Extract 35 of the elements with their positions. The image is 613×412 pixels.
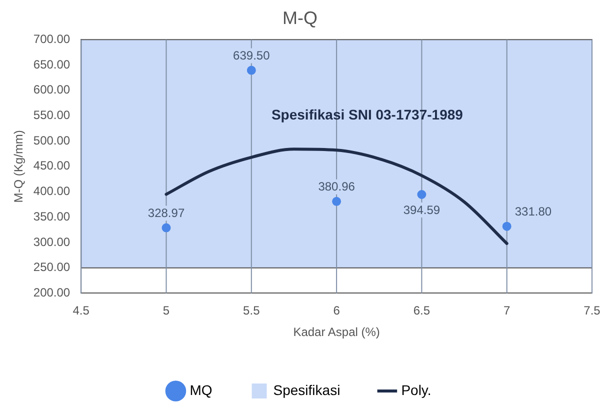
- y-tick-label: 500.00: [33, 133, 70, 148]
- y-tick-label: 600.00: [33, 82, 70, 97]
- point: [162, 223, 171, 232]
- y-tick-label: 550.00: [33, 108, 70, 122]
- legend-label: MQ: [190, 382, 212, 398]
- x-tick-label: 5.5: [243, 304, 260, 318]
- y-tick-label: 300.00: [33, 234, 70, 249]
- x-tick-label: 5: [162, 304, 170, 318]
- point: [332, 196, 342, 206]
- point: [246, 66, 256, 75]
- legend-label: Spesifikasi: [273, 382, 340, 398]
- y-tick-label: 200.00: [33, 286, 70, 300]
- point: [502, 222, 512, 231]
- data-label: 331.80: [514, 204, 552, 219]
- y-tick-label: 650.00: [33, 57, 70, 72]
- x-tick-label: 7: [504, 304, 511, 318]
- x-tick-label: 6: [333, 304, 340, 318]
- y-axis-title: M-Q (Kg/mm): [12, 130, 26, 203]
- data-label: 380.96: [318, 180, 356, 194]
- y-tick-label: 250.00: [33, 260, 70, 274]
- data-label: 394.59: [403, 202, 440, 217]
- x-tick-label: 7.5: [584, 304, 601, 318]
- x-tick-label: 6.5: [413, 304, 430, 318]
- legend-label: Poly.: [401, 382, 432, 398]
- y-tick-label: 400.00: [33, 184, 70, 198]
- x-tick-label: 4.5: [72, 304, 90, 318]
- annotation: Spesifikasi SNI 03-1737-1989: [271, 106, 464, 123]
- chart-title: M-Q: [282, 8, 318, 28]
- data-label: 639.50: [233, 48, 270, 63]
- y-tick-label: 450.00: [33, 158, 70, 173]
- data-label: 328.97: [148, 206, 185, 220]
- y-tick-label: 700.00: [33, 32, 70, 46]
- x-axis-title: Kadar Aspal (%): [293, 325, 380, 340]
- point: [417, 190, 426, 200]
- y-tick-label: 350.00: [33, 209, 70, 224]
